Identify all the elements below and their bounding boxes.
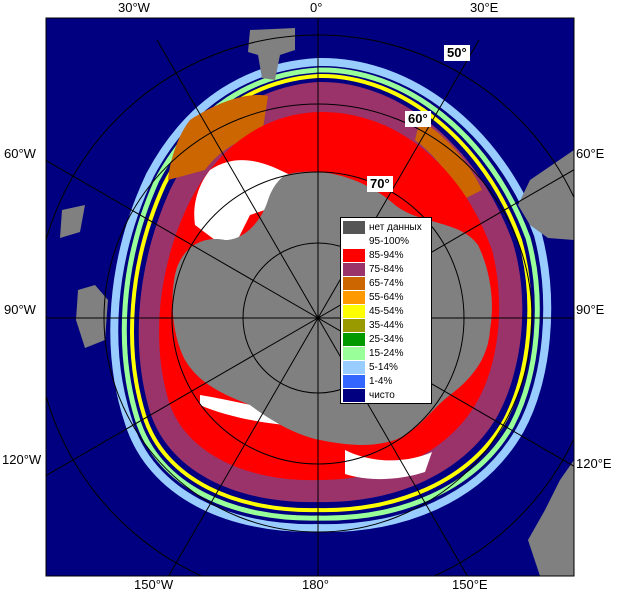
- label-60e-right: 60°E: [576, 146, 605, 161]
- legend-label: 45-54%: [369, 306, 404, 317]
- label-150w-bottom: 150°W: [134, 577, 174, 592]
- legend-swatch: [343, 249, 365, 262]
- legend-swatch: [343, 347, 365, 360]
- label-30w-top: 30°W: [118, 0, 150, 15]
- label-180-bottom: 180°: [302, 577, 329, 592]
- legend-label: 15-24%: [369, 348, 404, 359]
- meridian-120: [46, 169, 574, 477]
- map-frame: [45, 17, 575, 577]
- latitude-badge-50: 50°: [444, 45, 470, 61]
- meridian-grid: [46, 18, 574, 576]
- legend-swatch: [343, 291, 365, 304]
- legend-label: нет данных: [369, 222, 422, 233]
- australia-land: [528, 460, 574, 576]
- ice-band-65-74: [168, 95, 268, 180]
- legend-label: 55-64%: [369, 292, 404, 303]
- ice-band-95-100-south: [345, 450, 432, 480]
- legend-label: чисто: [369, 390, 395, 401]
- label-30e-top: 30°E: [470, 0, 499, 15]
- legend-label: 35-44%: [369, 320, 404, 331]
- legend-swatch: [343, 277, 365, 290]
- label-0-top: 0°: [310, 0, 323, 15]
- label-150e-bottom: 150°E: [452, 577, 488, 592]
- legend-swatch: [343, 389, 365, 402]
- label-120e-right: 120°E: [576, 456, 612, 471]
- label-90e-right: 90°E: [576, 302, 605, 317]
- legend-label: 85-94%: [369, 250, 404, 261]
- legend-swatch: [343, 221, 365, 234]
- legend-label: 25-34%: [369, 334, 404, 345]
- legend-swatch: [343, 305, 365, 318]
- legend-swatch: [343, 235, 365, 248]
- island-west: [76, 285, 108, 348]
- ice-band-95-100-west: [200, 395, 290, 425]
- legend-swatch: [343, 263, 365, 276]
- legend-swatch: [343, 375, 365, 388]
- africa-land: [518, 150, 574, 240]
- legend-label: 5-14%: [369, 362, 398, 373]
- legend: нет данных 95-100% 85-94% 75-84% 65-74% 55-64…: [340, 217, 432, 404]
- legend-swatch: [343, 361, 365, 374]
- label-120w-left: 120°W: [2, 452, 42, 467]
- legend-label: 1-4%: [369, 376, 393, 387]
- legend-label: 95-100%: [369, 236, 410, 247]
- latitude-badge-60: 60°: [405, 111, 431, 127]
- legend-swatch: [343, 333, 365, 346]
- label-60w-left: 60°W: [4, 146, 36, 161]
- label-90w-left: 90°W: [4, 302, 36, 317]
- latitude-badge-70: 70°: [367, 176, 393, 192]
- ice-band-65-74-east: [415, 120, 482, 200]
- legend-swatch: [343, 319, 365, 332]
- legend-label: 65-74%: [369, 278, 404, 289]
- legend-label: 75-84%: [369, 264, 404, 275]
- island-northwest: [60, 205, 85, 238]
